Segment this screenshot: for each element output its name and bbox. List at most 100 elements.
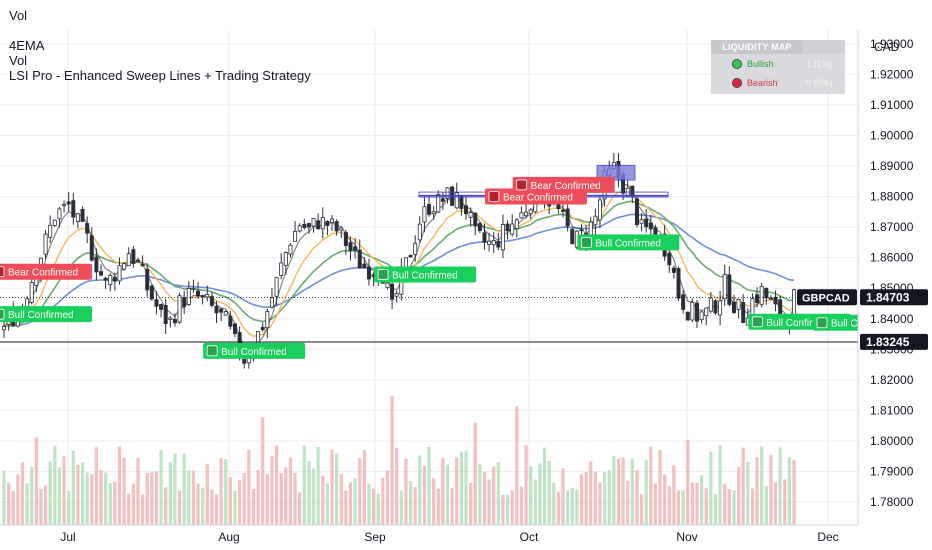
candle-body [477,223,482,231]
volume-bar [686,439,690,525]
candle-body [764,287,769,299]
volume-bar [473,422,477,525]
candle-body [685,311,690,321]
volume-bar [122,457,126,525]
volume-bar [191,470,196,525]
volume-bar [713,494,718,525]
candle-body [427,204,432,215]
bearish-count: 0 (0%) [806,78,833,88]
symbol-tag [797,289,857,306]
volume-bar [288,457,293,525]
candle-body [274,277,279,297]
volume-bar [43,485,48,525]
volume-bar [145,472,149,525]
volume-bar [723,483,727,525]
candle-body [648,222,653,230]
volume-bar [676,490,681,525]
bear-signal-box [0,263,92,280]
volume-bar [644,459,648,525]
volume-bar [783,479,787,525]
volume-bar [30,466,34,525]
candle-body [163,305,168,324]
volume-bar [787,456,791,525]
volume-bar [792,459,796,525]
candle-body [491,240,496,246]
marked-level-tag [860,333,928,350]
volume-bar [496,461,500,525]
indicator-lsi-label[interactable]: LSI Pro - Enhanced Sweep Lines + Trading… [9,68,311,83]
bull-signal-box [577,234,680,251]
candle-body [741,302,746,323]
candle-body [505,223,510,232]
volume-bar [436,488,440,525]
bull-signal-box [203,342,306,359]
volume-bars [2,395,796,525]
liquidity-map-panel: LIQUIDITY MAP Bullish 1 (1%) Bearish 0 (… [711,40,845,94]
volume-bar [302,445,306,525]
volume-bar [85,472,89,525]
checkmark-icon [206,345,218,357]
candle-body [727,274,732,305]
candle-body [736,299,741,310]
cross-icon [0,266,5,278]
time-axis-bg [0,525,932,550]
volume-bar [413,487,417,525]
price-tick-label: 1.88000 [870,190,914,204]
candle-body [454,192,459,209]
indicator-vol-label[interactable]: Vol [9,53,28,68]
candle-body [89,235,94,261]
volume-bar [589,461,593,525]
volume-bar [20,462,25,525]
candle-body [52,219,57,226]
candle-body [676,268,681,299]
candle-body [75,213,80,223]
volume-bar [261,417,265,525]
price-tick-label: 1.91000 [870,98,914,112]
volume-bar [598,482,602,525]
volume-bar [270,455,274,525]
volume-bar [653,483,658,525]
candle-body [768,297,773,300]
candle-body [283,252,288,266]
volume-bar [330,449,334,525]
volume-bar [695,482,699,525]
volume-bar [233,490,237,525]
candle-body [122,263,127,270]
candle-body [445,187,450,199]
volume-bar [62,456,66,525]
candlesticks [2,153,797,369]
last-price-text: 1.84703 [866,290,910,304]
candle-body [390,283,395,300]
volume-bar [399,490,403,525]
price-tick-label: 1.90000 [870,128,914,142]
volume-bar [681,490,685,525]
volume-bar [482,471,487,525]
volume-bar [432,478,436,525]
volume-bar [325,483,329,525]
volume-bar [376,493,380,525]
candle-body [279,262,284,276]
candle-body [528,209,533,214]
checkmark-icon [377,269,389,280]
price-tick-label: 1.93000 [870,37,914,51]
volume-bar [173,453,177,525]
volume-bar [316,447,320,525]
candle-body [135,259,140,262]
indicator-ema-label[interactable]: 4EMA [9,38,45,53]
volume-bar [131,484,135,525]
candle-body [468,212,473,218]
volume-bar [764,486,768,525]
candle-body [48,224,53,238]
candle-body [713,300,718,314]
volume-bar [274,445,279,525]
candle-body [126,253,131,267]
volume-bar [556,492,560,525]
candle-body [514,219,519,229]
volume-bar [630,458,634,525]
candle-body [140,263,145,267]
candle-body [431,211,436,215]
volume-bar [113,481,117,525]
candle-body [99,271,104,276]
candle-body [570,229,575,245]
